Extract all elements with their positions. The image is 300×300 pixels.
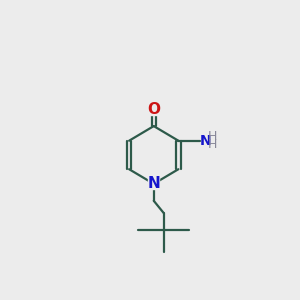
Text: H: H	[208, 138, 217, 151]
Text: H: H	[208, 130, 217, 143]
Bar	[148, 178, 159, 189]
Text: O: O	[147, 102, 160, 117]
Text: N: N	[200, 134, 212, 148]
Text: N: N	[147, 176, 160, 191]
Bar	[148, 104, 159, 115]
